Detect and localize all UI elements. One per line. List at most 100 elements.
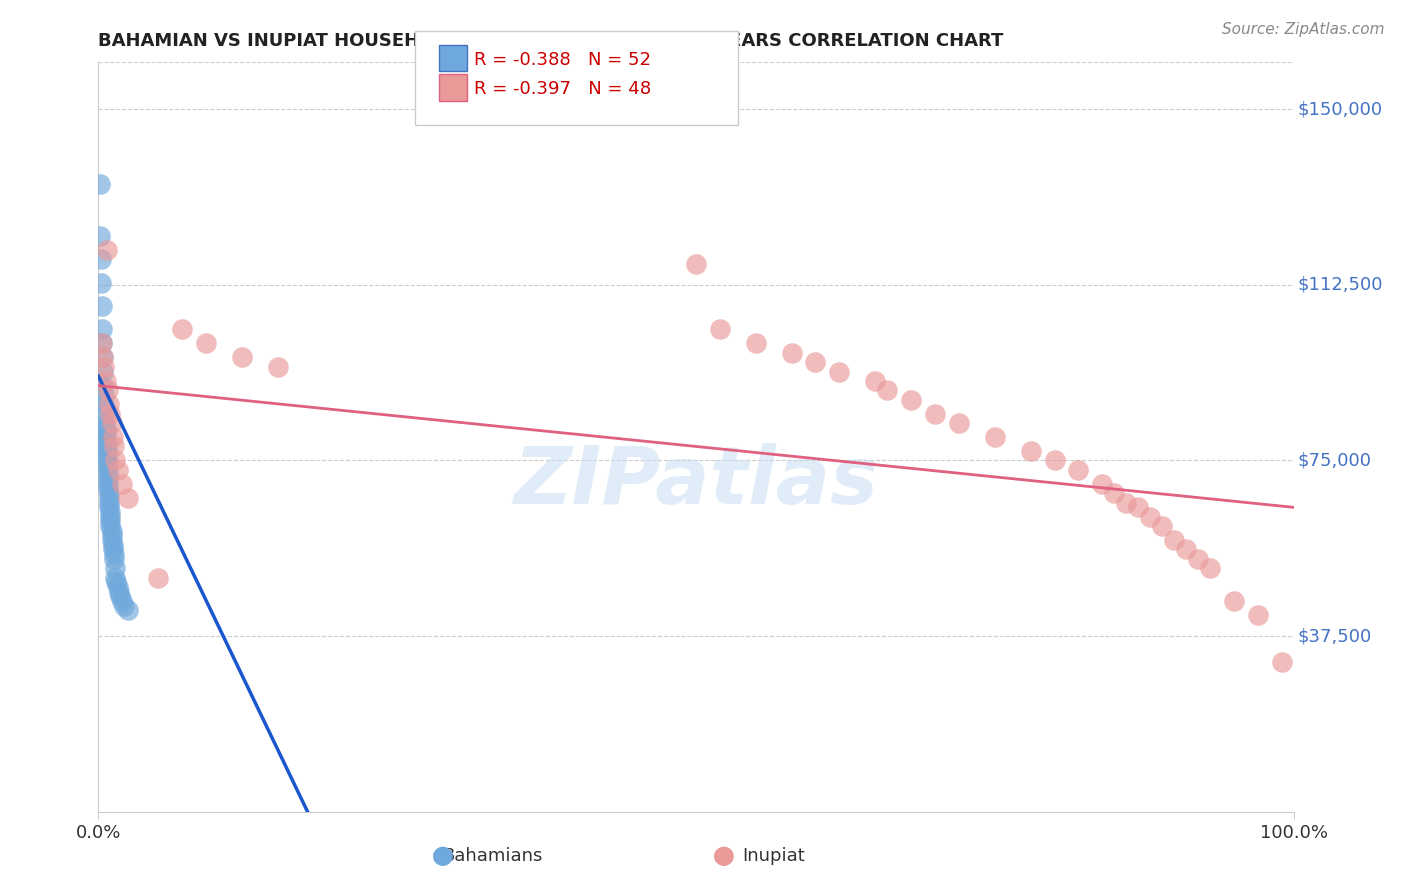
Point [1067,463,1090,477]
Point [91,378,114,392]
Point [103,551,125,566]
Point [93,407,115,421]
Point [1199,561,1222,575]
Point [98,397,121,411]
Point [876,384,898,398]
Point [94,434,117,449]
Point [98,407,122,421]
Text: BAHAMIAN VS INUPIAT HOUSEHOLDER INCOME AGES 25 - 44 YEARS CORRELATION CHART: BAHAMIAN VS INUPIAT HOUSEHOLDER INCOME A… [98,32,1004,50]
Point [103,440,125,453]
Point [97,476,120,491]
Point [745,336,768,351]
Point [107,584,129,599]
Point [267,359,290,374]
Point [98,509,122,524]
Point [101,542,124,557]
Point [104,571,127,585]
Point [101,538,124,552]
Point [100,416,122,430]
Point [97,472,120,486]
Point [104,453,127,467]
Point [91,365,114,379]
Point [98,496,121,510]
Point [107,463,129,477]
Point [93,359,115,374]
Point [91,351,114,365]
Point [709,322,731,336]
Point [1043,453,1066,467]
Point [1019,444,1042,458]
Point [98,486,121,500]
Text: Bahamians: Bahamians [441,847,543,865]
Point [1091,476,1114,491]
Point [1187,551,1209,566]
Point [148,571,170,585]
Point [98,519,122,533]
Point [117,603,139,617]
Point [89,177,111,192]
Point [98,514,122,528]
Point [1247,608,1270,623]
Point [96,440,118,453]
Point [97,482,120,496]
Text: ⬤: ⬤ [713,847,735,866]
Point [105,575,128,590]
Point [98,500,121,515]
Point [90,276,112,290]
Point [96,243,118,257]
Point [93,397,115,411]
Point [107,580,129,594]
Point [117,491,139,505]
Point [90,252,112,266]
Point [100,524,122,538]
Point [96,453,118,467]
Point [97,384,120,398]
Point [97,463,120,477]
Point [172,322,194,336]
Point [1271,655,1294,669]
Point [924,407,946,421]
Point [804,355,827,369]
Point [865,374,887,388]
Text: $112,500: $112,500 [1298,276,1382,293]
Text: ZIPatlas: ZIPatlas [513,443,879,521]
Point [100,533,122,547]
Point [91,336,114,351]
Text: Source: ZipAtlas.com: Source: ZipAtlas.com [1222,22,1385,37]
Point [91,299,114,313]
Text: R = -0.388   N = 52: R = -0.388 N = 52 [474,51,651,69]
Point [93,416,115,430]
Point [685,257,707,271]
Point [111,476,134,491]
Point [104,561,127,575]
Point [94,374,117,388]
Point [96,458,118,473]
Point [112,599,135,613]
Point [780,346,803,360]
Point [100,528,122,542]
Text: R = -0.397   N = 48: R = -0.397 N = 48 [474,80,651,98]
Point [94,425,117,440]
Point [101,430,124,444]
Point [1223,594,1246,608]
Text: $37,500: $37,500 [1298,627,1371,645]
Point [97,467,120,482]
Point [91,336,114,351]
Point [1128,500,1150,515]
Point [1115,496,1137,510]
Point [96,444,118,458]
Point [96,449,118,463]
Point [231,351,253,365]
Point [103,547,125,561]
Point [1163,533,1185,547]
Point [111,594,134,608]
Point [1175,542,1198,557]
Point [98,505,122,519]
Point [1139,509,1161,524]
Point [984,430,1007,444]
Point [94,430,117,444]
Point [94,421,117,435]
Point [900,392,922,407]
Point [195,336,218,351]
Point [91,351,114,365]
